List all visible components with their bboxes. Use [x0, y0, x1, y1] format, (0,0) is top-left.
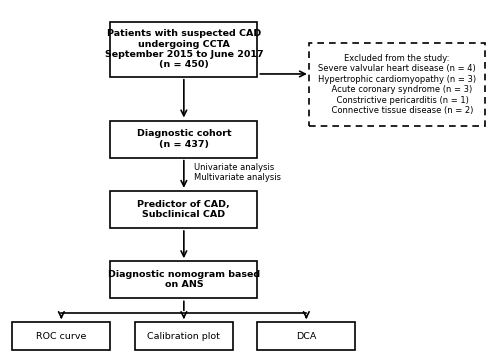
Bar: [12, 322, 110, 350]
Text: Patients with suspected CAD
undergoing CCTA
September 2015 to June 2017
(n = 450: Patients with suspected CAD undergoing C…: [104, 29, 263, 69]
Bar: [110, 261, 258, 298]
Text: Diagnostic cohort
(n = 437): Diagnostic cohort (n = 437): [136, 129, 231, 149]
Bar: [258, 322, 356, 350]
Text: Diagnostic nomogram based
on ANS: Diagnostic nomogram based on ANS: [108, 270, 260, 289]
Text: ROC curve: ROC curve: [36, 332, 86, 341]
Bar: [110, 121, 258, 158]
Bar: [309, 43, 485, 126]
Bar: [110, 22, 258, 76]
Bar: [135, 322, 233, 350]
Text: Predictor of CAD,
Subclinical CAD: Predictor of CAD, Subclinical CAD: [138, 200, 230, 219]
Text: Excluded from the study:
Severe valvular heart disease (n = 4)
Hypertrophic card: Excluded from the study: Severe valvular…: [318, 54, 476, 115]
Text: Univariate analysis
Multivariate analysis: Univariate analysis Multivariate analysi…: [194, 163, 280, 182]
Bar: [110, 191, 258, 228]
Text: Calibration plot: Calibration plot: [148, 332, 220, 341]
Text: DCA: DCA: [296, 332, 316, 341]
